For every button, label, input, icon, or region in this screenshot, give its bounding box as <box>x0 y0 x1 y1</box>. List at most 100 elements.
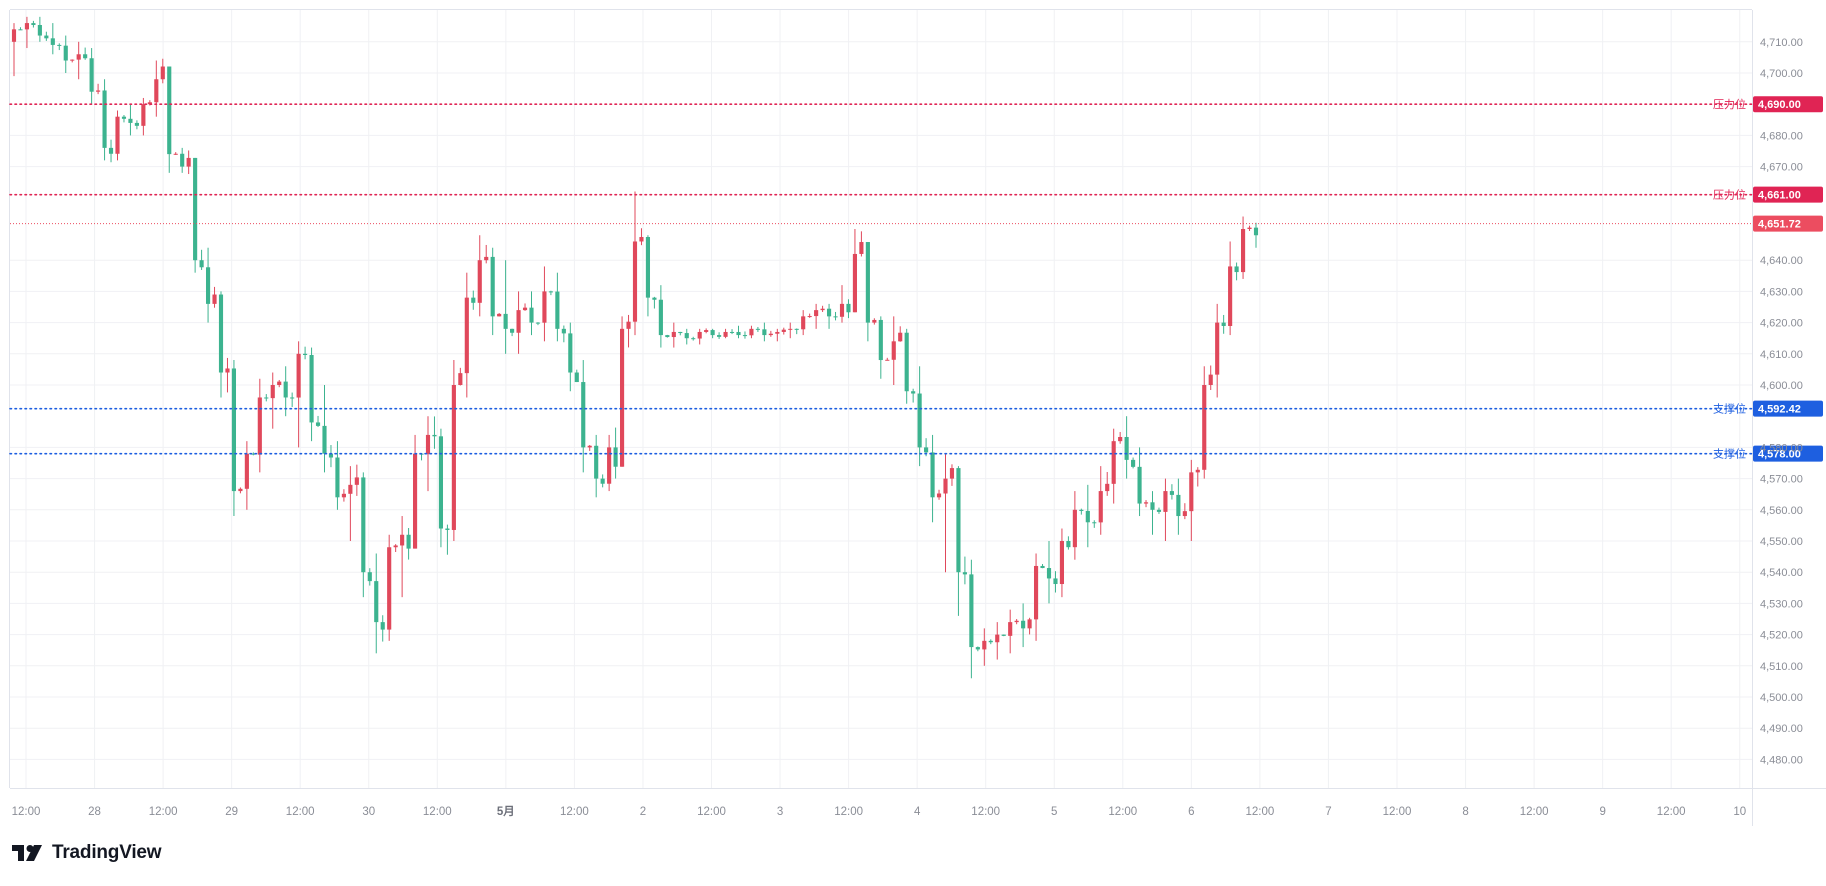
candle-body <box>878 319 883 361</box>
candle <box>684 328 689 345</box>
price-axis[interactable]: 4,480.00 4,490.00 4,500.00 4,510.00 4,520.00… <box>1760 37 1803 767</box>
candle-body <box>18 29 23 31</box>
tradingview-logo-icon <box>12 845 42 861</box>
time-tick-label: 4 <box>914 806 921 818</box>
candle-body <box>936 493 942 498</box>
candle-body <box>412 453 418 549</box>
candle-body <box>704 330 709 332</box>
candle <box>83 47 88 60</box>
candle <box>1001 634 1006 637</box>
price-tick-label: 4,480.00 <box>1760 754 1803 766</box>
candle <box>1118 431 1123 444</box>
candle-body <box>141 104 146 126</box>
candle-body <box>290 397 295 399</box>
candle <box>710 328 715 339</box>
candle-body <box>548 291 553 293</box>
candle-body <box>1137 466 1142 504</box>
time-axis[interactable]: 12:00 28 12:00 29 12:00 30 12:00 5月 12:00 2 12:00 3… <box>12 805 1747 818</box>
candle <box>852 229 858 313</box>
candle-body <box>969 574 974 648</box>
candle-body <box>568 333 573 373</box>
last-price-line: 4,651.72 <box>10 215 1823 232</box>
tradingview-brand[interactable]: TradingView <box>12 842 162 864</box>
candle <box>691 336 696 341</box>
candle-body <box>729 331 735 333</box>
candle <box>1163 478 1168 541</box>
candle-body <box>555 291 560 329</box>
candle <box>600 474 605 488</box>
candle-body <box>315 422 321 426</box>
level-line-support: 支撑位 4,578.00 <box>9 445 1823 462</box>
candle-body <box>678 331 683 334</box>
candle-body <box>445 528 450 530</box>
candle-body <box>962 572 967 575</box>
candle-body <box>400 534 405 546</box>
candle <box>1150 491 1155 535</box>
candle <box>1085 484 1090 548</box>
candle-body <box>1189 472 1194 512</box>
candle-body <box>160 66 165 80</box>
candle-body <box>102 90 107 148</box>
candle-body <box>529 307 534 323</box>
candle <box>1008 609 1013 654</box>
time-tick-label: 3 <box>777 806 783 818</box>
candle <box>1072 491 1077 560</box>
candle <box>561 325 566 343</box>
candle-body <box>322 425 327 454</box>
candle <box>645 235 651 317</box>
price-tick-label: 4,530.00 <box>1760 598 1803 610</box>
candle-body <box>128 118 133 123</box>
candle-body <box>891 341 896 360</box>
candle-body <box>367 572 372 582</box>
candle-body <box>44 35 49 39</box>
candle-body <box>335 457 340 498</box>
time-tick-label: 6 <box>1188 806 1194 818</box>
candle <box>975 646 980 652</box>
candle-body <box>1033 565 1039 620</box>
candle-body <box>1215 322 1220 375</box>
candle-body <box>781 329 786 332</box>
candle <box>1169 484 1174 500</box>
candle-body <box>788 328 793 330</box>
candle <box>704 328 709 334</box>
candle <box>814 303 819 329</box>
candle <box>1053 571 1058 593</box>
candle <box>801 310 806 336</box>
candle-body <box>542 291 547 323</box>
price-tick-label: 4,670.00 <box>1760 162 1803 174</box>
candle-body <box>225 368 230 373</box>
candle <box>949 464 955 486</box>
candle <box>529 291 534 336</box>
candle-body <box>173 153 178 155</box>
candle <box>212 286 217 308</box>
price-tick-label: 4,570.00 <box>1760 474 1803 486</box>
time-tick-label: 10 <box>1733 806 1746 818</box>
candle-body <box>406 534 411 549</box>
candle-body <box>458 373 463 385</box>
candle-body <box>425 434 431 455</box>
candle-body <box>50 38 55 45</box>
candle <box>134 120 139 130</box>
candle <box>632 191 638 336</box>
candle-body <box>477 260 482 303</box>
candle <box>57 43 62 51</box>
level-lines: 压力位 4,690.00 压力位 4,661.00 支撑位 4,592.42 支撑位 4,57… <box>9 96 1823 462</box>
candle <box>24 16 30 49</box>
candle-body <box>205 267 211 304</box>
candle <box>400 516 405 598</box>
candle-body <box>147 102 152 105</box>
candle-body <box>852 253 858 313</box>
candle-body <box>510 328 515 333</box>
candle <box>115 110 120 161</box>
candle <box>290 392 295 407</box>
time-tick-label: 29 <box>225 806 238 818</box>
candle-body <box>1169 491 1174 495</box>
candle-body <box>432 434 437 437</box>
candle <box>367 568 372 586</box>
candle <box>891 316 896 385</box>
candle-body <box>826 308 832 317</box>
candle <box>341 489 346 502</box>
candle <box>102 79 107 161</box>
level-price-badge <box>1753 186 1823 203</box>
